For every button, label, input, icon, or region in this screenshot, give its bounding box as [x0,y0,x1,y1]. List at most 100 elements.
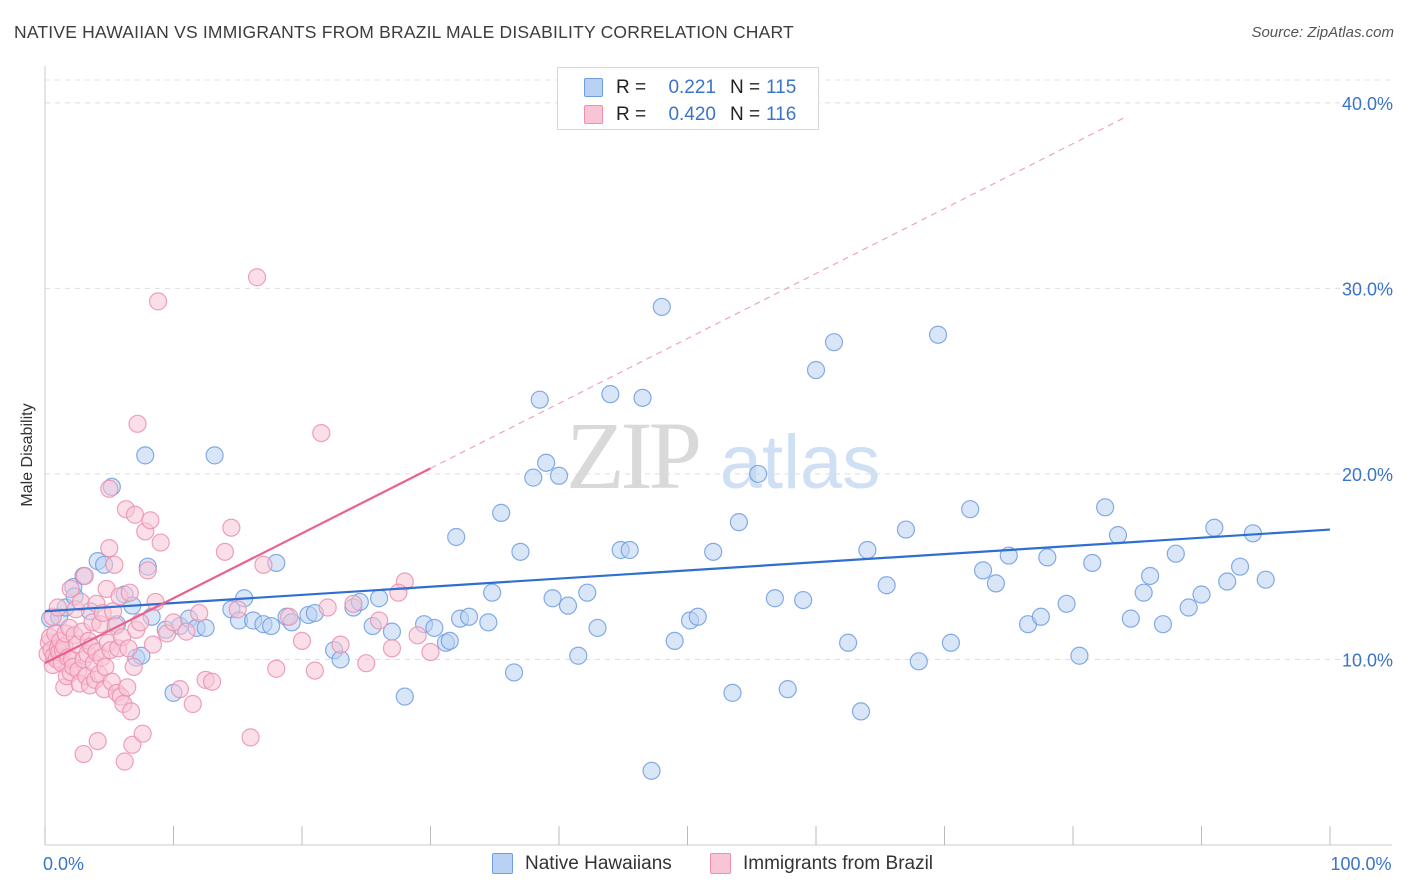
brazil-immigrant-point [421,642,440,662]
tick-labels: 10.0% 20.0% 30.0% 40.0% 0.0% 100.0% [43,94,1393,874]
native-hawaiian-point [806,360,826,380]
brazil-immigrant-point [141,511,160,530]
brazil-immigrant-point [305,661,324,680]
native-hawaiian-point [633,388,652,407]
native-hawaiian-point [824,333,844,352]
brazil-trend-line [44,467,431,665]
brazil-immigrant-point [124,657,143,676]
brazil-immigrant-point [123,735,142,754]
native-hawaiian-point [205,446,224,465]
native-hawaiian-point [1070,646,1089,665]
native-hawaiian-point [986,574,1006,593]
brazil-immigrant-point [119,639,138,658]
native-hawaiian-point [588,618,607,638]
native-hawaiian-point [483,583,502,602]
legend-label-immigrants-from-brazil: Immigrants from Brazil [743,853,934,874]
native-hawaiian-point [136,446,155,465]
native-hawaiians-trend-line [44,528,1331,613]
native-hawaiian-point [543,589,562,608]
native-hawaiian-point [1192,585,1211,604]
brazil-immigrant-point [202,672,222,691]
swatch-immigrants-from-brazil [584,105,603,124]
brazil-immigrant-point [48,598,67,617]
native-hawaiian-point [1205,518,1224,537]
native-hawaiian-point [896,520,916,539]
r-key: R = [616,104,647,125]
native-hawaiian-point [549,466,569,485]
brazil-immigrant-point [151,533,170,552]
legend-label-native-hawaiians: Native Hawaiians [525,853,672,874]
brazil-immigrant-point [267,659,286,678]
native-hawaiian-point [601,385,620,404]
native-hawaiian-point [665,631,684,651]
native-hawaiian-point [620,540,639,560]
native-hawaiian-point [1121,609,1140,628]
watermark-zip: ZIP [566,402,699,509]
r-key: R = [616,77,647,98]
y-tick-label: 40.0% [1342,94,1393,114]
brazil-immigrant-point [74,744,93,764]
brazil-immigrant-point [190,603,209,623]
native-hawaiian-point [1179,598,1198,617]
y-tick-label: 30.0% [1342,279,1393,299]
brazil-immigrant-point [247,268,267,287]
brazil-immigrant-point [183,694,202,714]
native-hawaiian-point [1230,557,1250,576]
native-hawaiian-point [440,631,459,651]
series-legend: Native Hawaiians Immigrants from Brazil [0,851,1406,877]
native-hawaiian-point [642,761,661,780]
swatch-native-hawaiians [584,78,603,97]
watermark: ZIP atlas [566,402,880,509]
native-hawaiian-point [530,390,549,409]
brazil-immigrant-point [118,678,137,697]
chart-title: NATIVE HAWAIIAN VS IMMIGRANTS FROM BRAZI… [14,22,794,42]
y-tick-label: 10.0% [1342,650,1393,670]
native-hawaiian-point [447,527,466,547]
native-hawaiian-point [262,616,281,636]
brazil-immigrant-point [170,680,190,699]
native-hawaiian-point [723,683,742,702]
brazil-immigrant-point [312,423,331,443]
brazil-immigrant-point [120,583,139,602]
brazil-immigrant-point [254,555,273,574]
native-hawaiian-point [479,613,498,632]
native-hawaiian-point [459,607,479,626]
brazil-immigrant-point [280,607,299,626]
watermark-atlas: atlas [720,420,881,505]
native-hawaiian-point [839,633,858,652]
brazil-immigrant-point [177,622,196,641]
native-hawaiian-point [704,542,723,561]
brazil-immigrant-point [128,414,147,433]
brazil-immigrant-point [164,613,183,632]
native-hawaiian-point [1153,615,1173,634]
native-hawaiian-point [778,680,797,699]
brazil-immigrant-point [318,598,337,617]
native-hawaiian-point [1083,553,1102,573]
native-hawaiian-point [941,633,961,652]
brazil-immigrant-point [75,566,94,586]
native-hawaiian-point [858,540,877,560]
brazil-immigrant-point [344,594,363,613]
x-tick-label: 0.0% [43,854,84,874]
native-hawaiian-point [928,325,948,344]
brazil-immigrant-point [115,752,134,771]
native-hawaiian-point [558,596,578,615]
native-hawaiian-point [1218,572,1237,591]
native-hawaiian-point [765,589,784,608]
brazil-immigrant-point [133,724,152,743]
n-value: 116 [766,104,797,125]
brazil-immigrant-point [125,505,145,524]
native-hawaiian-point [729,513,749,532]
native-hawaiian-point [1108,526,1128,545]
brazil-immigrant-point [88,731,107,751]
brazil-immigrant-point [357,654,376,673]
x-tick-label: 100.0% [1330,854,1391,874]
brazil-immigrant-point [382,639,402,658]
legend-swatch-immigrants-from-brazil [710,853,731,874]
brazil-immigrant-point [121,702,141,721]
native-hawaiian-point [492,503,511,522]
brazil-immigrant-point [292,631,312,651]
native-hawaiian-point [1134,583,1153,602]
brazil-trend-extension [430,117,1125,469]
